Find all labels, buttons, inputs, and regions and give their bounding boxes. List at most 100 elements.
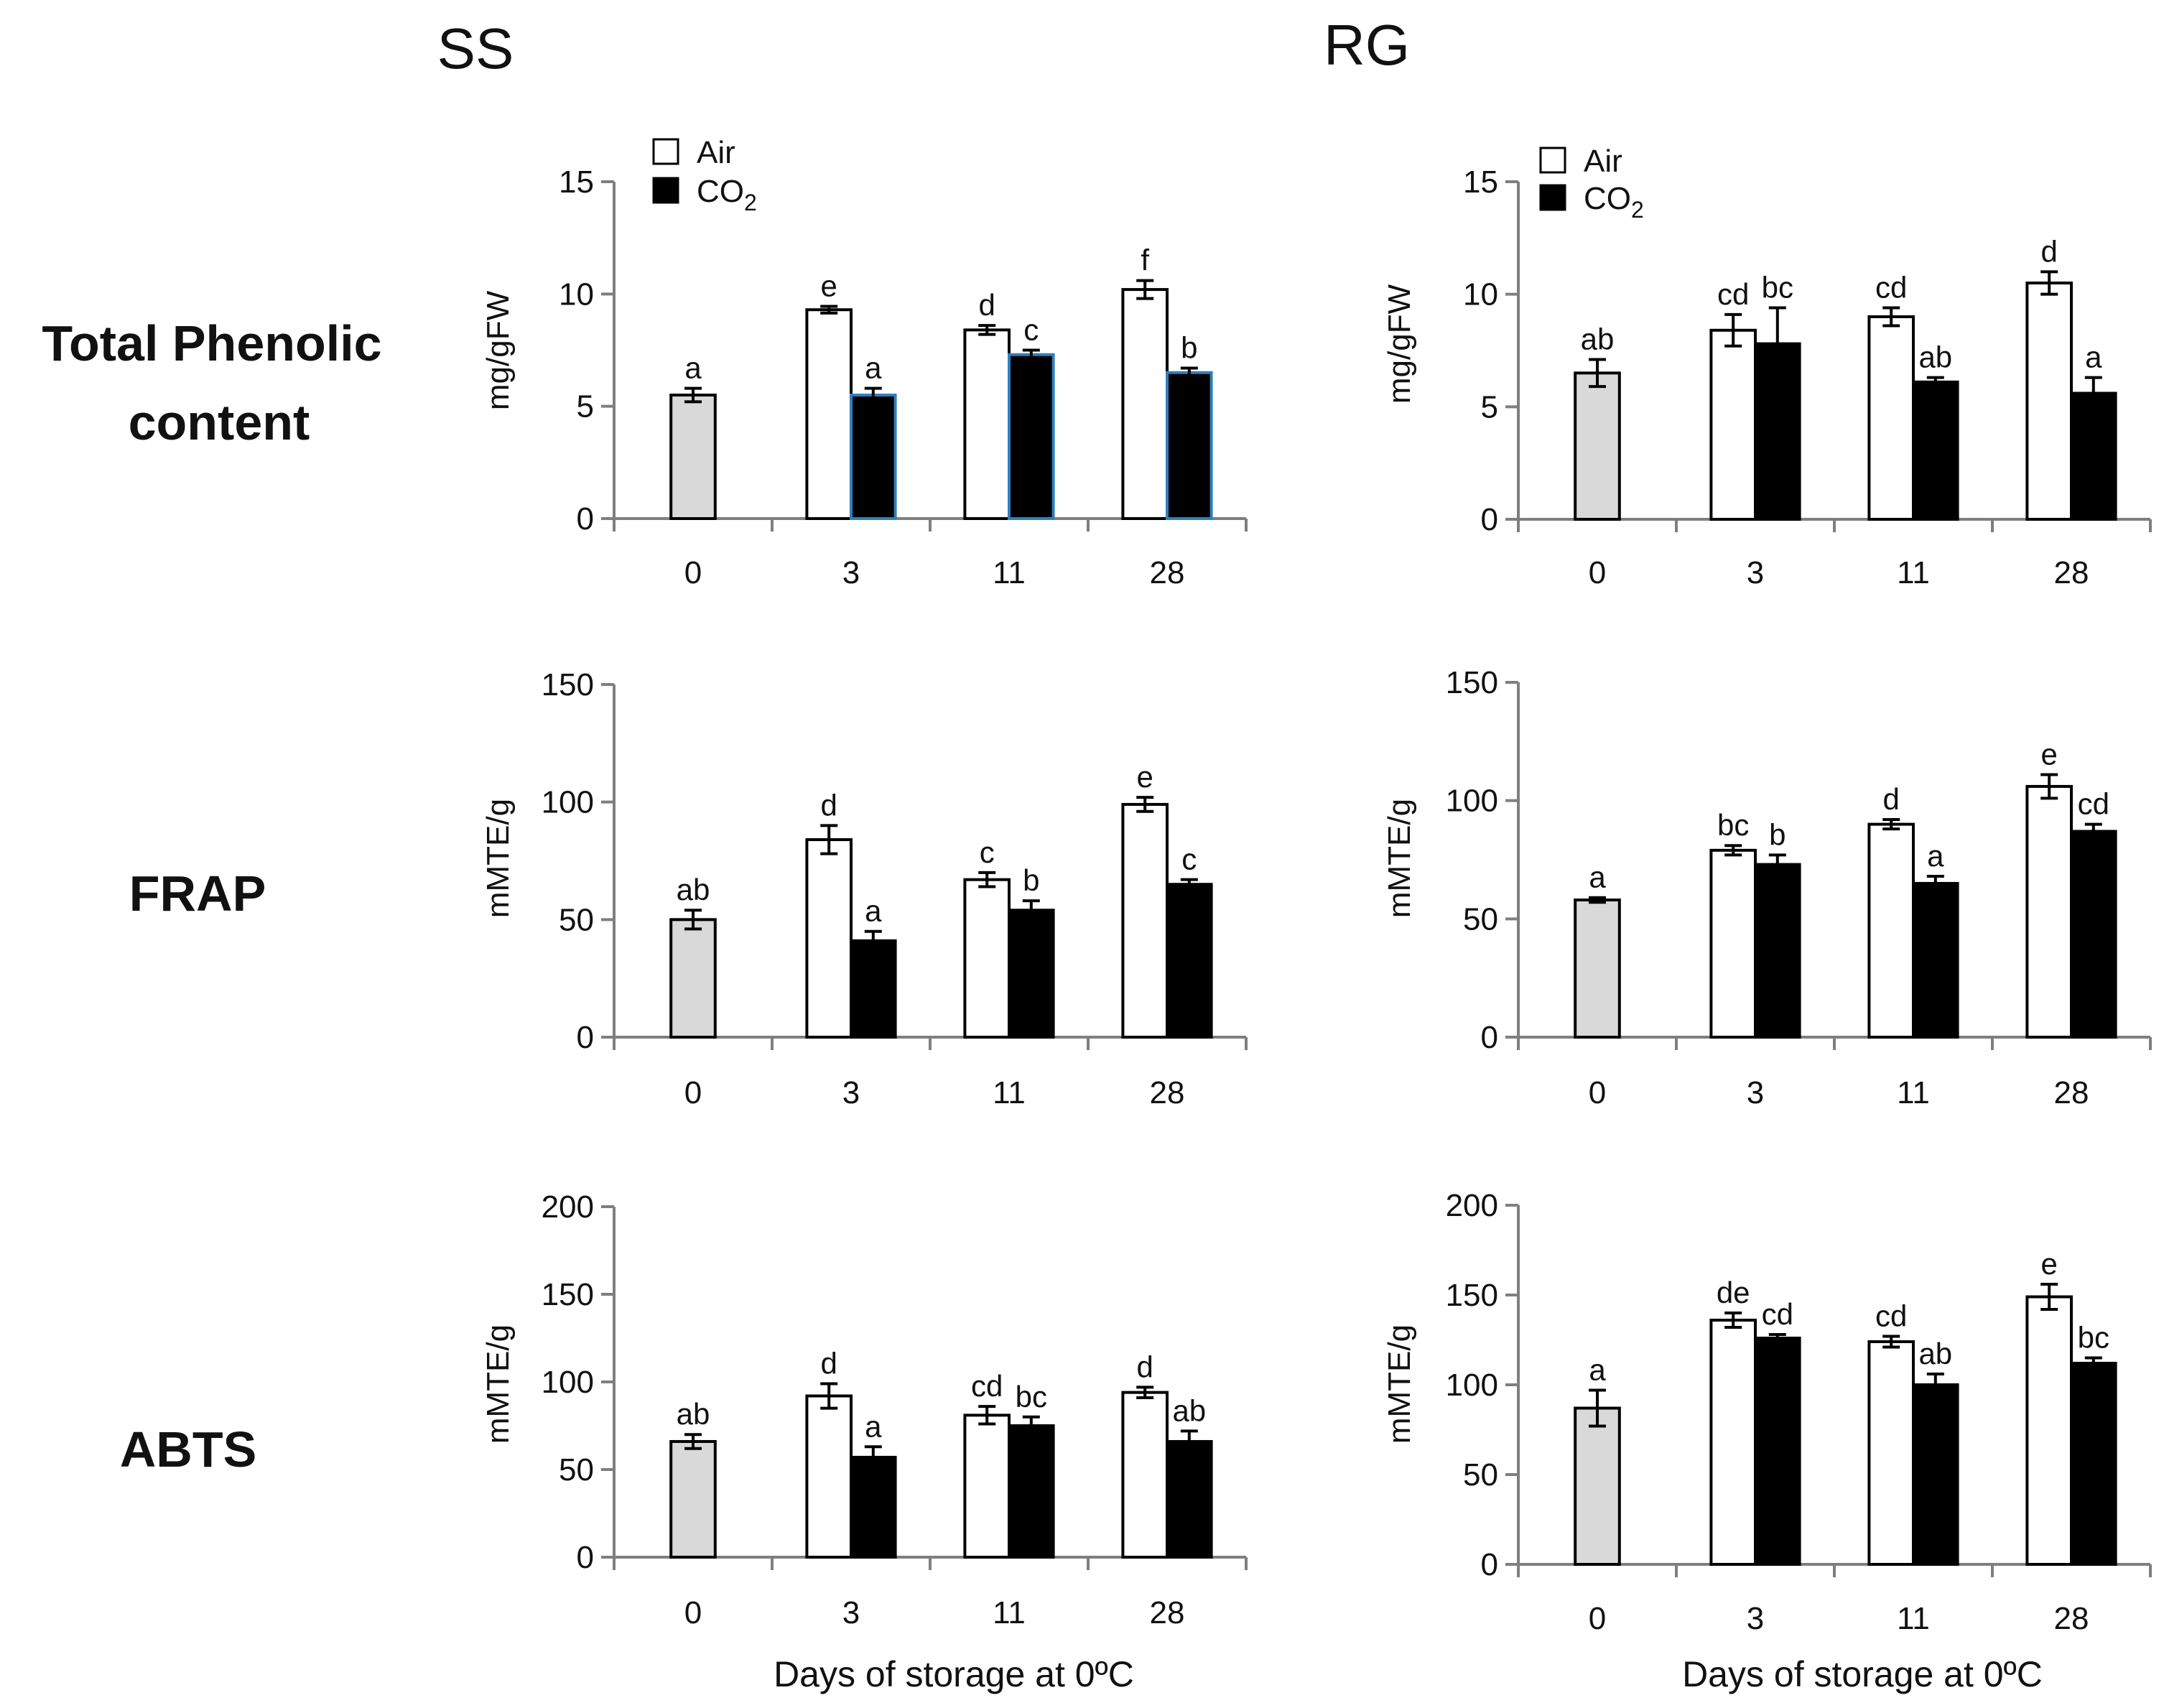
significance-letter: e — [2041, 1247, 2058, 1281]
significance-letter: cd — [2078, 787, 2109, 821]
x-tick-label: 3 — [1747, 1075, 1764, 1110]
bar-day0-control — [1574, 898, 1621, 1039]
x-tick-label: 3 — [1747, 555, 1764, 590]
significance-letter: ab — [1918, 1337, 1952, 1370]
y-tick-label: 10 — [559, 277, 594, 312]
significance-letter: a — [865, 894, 882, 928]
bar-air-day11 — [1867, 822, 1915, 1039]
x-tick-label: 0 — [684, 1075, 702, 1110]
y-tick-label: 5 — [577, 389, 594, 424]
bar-co2-day11 — [1912, 1383, 1959, 1566]
x-tick-label: 0 — [1589, 1601, 1606, 1636]
significance-letter: ab — [1581, 322, 1615, 356]
x-tick-label: 28 — [2054, 555, 2089, 590]
x-tick-label: 11 — [1897, 555, 1930, 590]
x-tick-label: 0 — [1589, 1075, 1606, 1110]
significance-letter: c — [980, 835, 995, 869]
bar-air-day3 — [805, 1394, 853, 1559]
x-tick-label: 28 — [1150, 555, 1185, 590]
significance-letter: b — [1181, 331, 1197, 365]
row-label-abts: ABTS — [120, 1421, 257, 1477]
significance-letter: cd — [971, 1369, 1003, 1403]
legend-swatch-air — [1539, 147, 1566, 174]
legend-swatch-co2 — [1539, 184, 1566, 211]
y-axis-title: mMTE/g — [1382, 799, 1417, 918]
y-tick-label: 150 — [542, 667, 594, 702]
significance-letter: bc — [1762, 270, 1793, 304]
x-tick-label: 3 — [842, 1075, 860, 1110]
legend-label-co2: CO2 — [697, 174, 757, 215]
x-tick-label: 28 — [2054, 1601, 2089, 1636]
x-axis-title-ss: Days of storage at 0ºC — [774, 1654, 1134, 1694]
bar-co2-day11 — [1912, 881, 1959, 1039]
y-tick-label: 200 — [542, 1189, 594, 1225]
x-tick-label: 11 — [1897, 1601, 1930, 1636]
significance-letter: d — [1137, 1350, 1153, 1383]
y-tick-label: 50 — [559, 902, 594, 937]
bar-day0-control — [669, 918, 717, 1039]
x-tick-label: 3 — [842, 1595, 860, 1630]
x-tick-label: 3 — [842, 555, 860, 590]
y-tick-label: 5 — [1481, 389, 1498, 424]
bar-co2-day3 — [850, 939, 897, 1039]
x-tick-label: 11 — [993, 1595, 1026, 1630]
bar-co2-day11 — [1008, 1424, 1055, 1559]
bar-co2-day3 — [850, 394, 897, 520]
row-label-phenolic-line1: Total Phenolic — [42, 315, 381, 371]
bar-co2-day3 — [1754, 342, 1801, 521]
y-tick-label: 50 — [559, 1452, 594, 1487]
bar-air-day3 — [805, 308, 853, 520]
significance-letter: ab — [1918, 340, 1952, 374]
significance-letter: de — [1717, 1276, 1750, 1309]
row-label-frap: FRAP — [129, 865, 266, 922]
bar-air-day28 — [1121, 1391, 1169, 1559]
y-axis-title: mMTE/g — [480, 799, 516, 918]
bar-co2-day11 — [1008, 909, 1055, 1039]
significance-letter: a — [1927, 839, 1944, 873]
y-axis-title: mMTE/g — [1382, 1324, 1417, 1444]
y-tick-label: 0 — [577, 1020, 594, 1055]
legend-label-air: Air — [1584, 144, 1622, 179]
bar-air-day3 — [1709, 328, 1757, 521]
x-axis-title-rg: Days of storage at 0ºC — [1682, 1654, 2043, 1694]
y-tick-label: 100 — [542, 1365, 594, 1400]
y-tick-label: 0 — [1481, 502, 1498, 537]
significance-letter: b — [1769, 817, 1785, 851]
bar-air-day3 — [1709, 1319, 1757, 1566]
column-title-rg: RG — [1324, 13, 1410, 77]
y-tick-label: 100 — [1446, 784, 1498, 819]
bar-air-day28 — [2025, 1295, 2073, 1566]
y-tick-label: 0 — [1481, 1020, 1498, 1055]
bar-co2-day28 — [2070, 391, 2117, 521]
x-tick-label: 28 — [1150, 1075, 1185, 1110]
bar-co2-day28 — [2070, 830, 2117, 1039]
bar-co2-day3 — [1754, 863, 1801, 1039]
bar-air-day3 — [1709, 848, 1757, 1039]
legend-swatch-air — [652, 138, 679, 165]
bar-co2-day11 — [1912, 380, 1959, 521]
bar-air-day11 — [963, 328, 1011, 520]
significance-letter: bc — [1717, 808, 1749, 842]
legend-swatch-co2 — [652, 177, 679, 204]
significance-letter: d — [1883, 782, 1900, 816]
bar-co2-day28 — [1166, 371, 1213, 520]
x-tick-label: 0 — [1589, 555, 1606, 590]
y-tick-label: 100 — [1446, 1368, 1498, 1403]
y-tick-label: 15 — [1463, 164, 1498, 200]
bar-air-day28 — [2025, 784, 2073, 1039]
y-tick-label: 0 — [577, 501, 594, 537]
bar-air-day28 — [2025, 282, 2073, 521]
x-tick-label: 28 — [2054, 1075, 2089, 1110]
y-axis-title: mMTE/g — [480, 1324, 516, 1444]
significance-letter: d — [821, 788, 837, 822]
bar-co2-day28 — [1166, 1439, 1213, 1559]
bar-day0-control — [1574, 371, 1621, 521]
significance-letter: b — [1023, 863, 1039, 897]
